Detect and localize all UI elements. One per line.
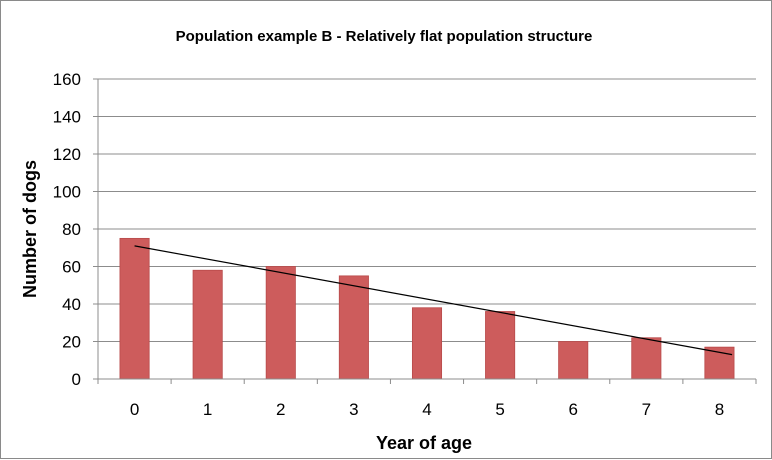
y-tick-label: 140 [53,108,81,127]
bar-5 [485,311,516,380]
y-tick-label: 60 [62,258,81,277]
bar-1 [192,269,223,380]
bar-0 [119,237,150,380]
x-tick-label: 1 [203,400,212,419]
bar-4 [411,307,443,380]
x-tick-labels: 0 1 2 3 4 5 6 7 8 [97,379,757,419]
x-tick-label: 0 [130,400,139,419]
y-tick-label: 160 [53,70,81,89]
chart-title: Population example B - Relatively flat p… [176,28,593,45]
bar-6 [558,341,589,380]
bars [119,237,735,380]
x-axis-label: Year of age [376,433,472,453]
x-tick-label: 4 [422,400,431,419]
y-axis-label: Number of dogs [20,160,40,298]
y-tick-labels: 0 20 40 60 80 100 120 140 160 [53,70,98,389]
trendline [134,245,733,356]
bar-7 [631,337,662,380]
y-tick-label: 80 [62,220,81,239]
y-tick-label: 0 [72,370,81,389]
x-tick-label: 8 [715,400,724,419]
bar-3 [338,275,369,380]
x-tick-label: 7 [642,400,651,419]
y-tick-label: 40 [62,295,81,314]
bar-2 [265,266,296,380]
x-tick-label: 5 [495,400,504,419]
y-tick-label: 120 [53,145,81,164]
y-tick-label: 20 [62,333,81,352]
x-tick-label: 6 [568,400,577,419]
trendline-group [134,245,733,356]
x-tick-label: 3 [349,400,358,419]
y-tick-label: 100 [53,183,81,202]
x-tick-label: 2 [276,400,285,419]
